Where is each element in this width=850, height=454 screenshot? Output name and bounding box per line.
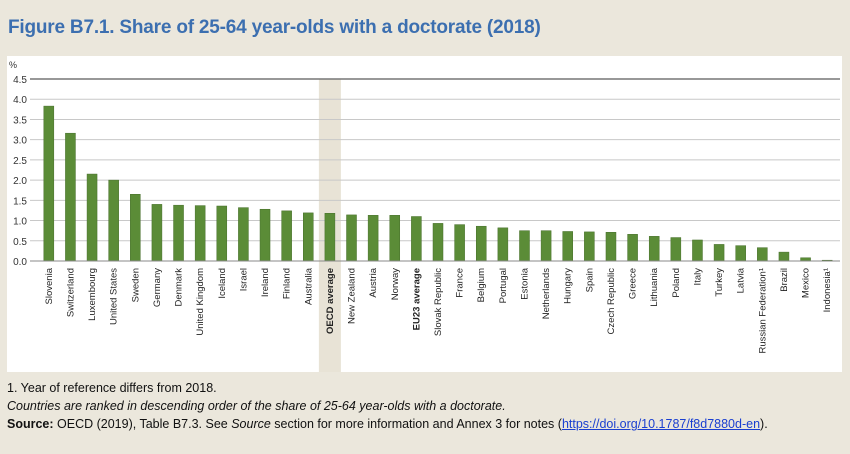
x-tick-label: Switzerland (65, 268, 76, 317)
figure-title: Figure B7.1. Share of 25-64 year-olds wi… (8, 17, 541, 38)
bar (130, 194, 141, 262)
bar (324, 213, 336, 262)
x-tick-label: Turkey (714, 268, 725, 297)
x-tick-label: Belgium (476, 268, 487, 302)
x-tick-label: EU23 average (411, 268, 422, 330)
ranking-note: Countries are ranked in descending order… (7, 399, 506, 413)
y-tick-label: 0.0 (13, 257, 27, 268)
x-tick-label: France (455, 268, 466, 298)
x-tick-label: Indonesia¹ (822, 268, 833, 312)
x-tick-label: Portugal (498, 268, 509, 303)
x-tick-label: Czech Republic (606, 268, 617, 335)
bar (151, 204, 163, 262)
bar (497, 227, 509, 262)
source-label: Source: (7, 417, 54, 431)
source-text-3: ). (760, 417, 768, 431)
bar (108, 179, 119, 262)
x-tick-label: Italy (692, 268, 703, 286)
x-tick-label: Germany (152, 268, 163, 307)
footnote-1: 1. Year of reference differs from 2018. (7, 381, 217, 395)
y-tick-label: 1.5 (13, 196, 27, 207)
y-tick-label: 3.5 (13, 115, 27, 126)
y-tick-label: 0.5 (13, 237, 27, 248)
bar (43, 105, 55, 262)
bar (281, 210, 292, 262)
y-tick-label: 2.5 (13, 156, 27, 167)
bar (454, 224, 465, 262)
y-tick-label: 4.5 (13, 75, 27, 86)
x-tick-label: Estonia (519, 267, 530, 299)
bar (670, 237, 682, 262)
source-text: OECD (2019), Table B7.3. See (53, 417, 232, 431)
x-tick-label: Greece (628, 268, 639, 299)
bar (194, 205, 206, 262)
x-tick-label: United Kingdom (195, 268, 206, 336)
bar (562, 231, 573, 262)
y-tick-label: 1.0 (13, 217, 27, 228)
bar (519, 230, 530, 262)
bar (475, 225, 487, 262)
bar (627, 234, 638, 262)
x-tick-label: Slovenia (44, 267, 55, 304)
x-tick-label: Norway (390, 268, 401, 300)
x-tick-label: Austria (368, 267, 379, 297)
bar (173, 204, 184, 262)
bar (735, 245, 746, 262)
bar (540, 230, 552, 262)
bar (303, 212, 314, 262)
bar (367, 215, 379, 262)
y-tick-label: 2.0 (13, 176, 27, 187)
bar (648, 236, 660, 262)
x-tick-label: Mexico (801, 268, 812, 298)
bar (65, 132, 76, 262)
x-tick-label: Latvia (736, 267, 747, 293)
x-tick-label: Netherlands (541, 268, 552, 319)
source-text-2: section for more information and Annex 3… (270, 417, 562, 431)
bar (411, 216, 422, 262)
bar (605, 232, 617, 262)
bar (778, 251, 790, 262)
bar (584, 231, 595, 262)
bar (86, 173, 98, 262)
x-tick-label: Spain (584, 268, 595, 292)
plot-background (7, 56, 842, 372)
doi-link[interactable]: https://doi.org/10.1787/f8d7880d-en (561, 417, 761, 431)
x-tick-label: Russian Federation¹ (757, 268, 768, 354)
x-tick-label: Lithuania (649, 267, 660, 306)
x-tick-label: OECD average (325, 268, 336, 334)
x-tick-label: Iceland (217, 268, 228, 299)
bar (432, 223, 444, 262)
y-tick-label: 3.0 (13, 136, 27, 147)
x-tick-label: Poland (671, 268, 682, 298)
bar-chart: 0.0 0.5 1.0 1.5 2.0 2.5 3.0 3.5 4.0 4.5% Slovenia S… (7, 56, 842, 372)
bar (692, 239, 703, 262)
bar (259, 208, 271, 262)
bar (713, 244, 725, 262)
x-tick-label: Ireland (260, 268, 271, 297)
bar (346, 214, 357, 262)
bar (757, 247, 768, 262)
y-tick-label: 4.0 (13, 95, 27, 106)
x-tick-label: United States (109, 268, 120, 325)
bar (238, 207, 249, 262)
x-tick-label: Australia (303, 267, 314, 305)
source-note: Source: OECD (2019), Table B7.3. See Sou… (7, 417, 768, 431)
x-tick-label: Sweden (130, 268, 141, 302)
x-tick-label: New Zealand (347, 268, 358, 324)
bar (216, 205, 228, 262)
bar (389, 215, 401, 262)
y-axis-label: % (9, 60, 17, 70)
x-tick-label: Hungary (563, 268, 574, 304)
x-tick-label: Luxembourg (87, 268, 98, 321)
x-tick-label: Israel (238, 268, 249, 291)
x-tick-label: Slovak Republic (433, 268, 444, 336)
x-tick-label: Finland (282, 268, 293, 299)
x-tick-label: Denmark (174, 268, 185, 307)
x-tick-label: Brazil (779, 268, 790, 292)
source-italic: Source (231, 417, 271, 431)
